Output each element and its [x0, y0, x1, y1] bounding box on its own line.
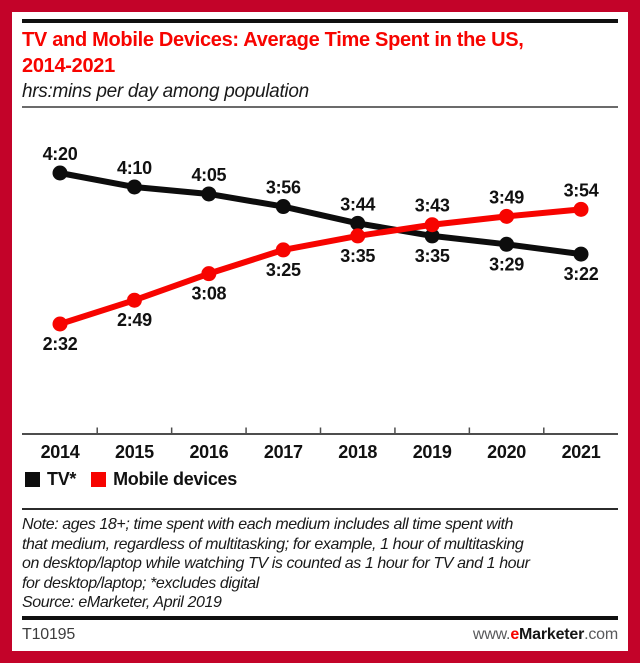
data-point-label: 3:49	[489, 187, 524, 207]
data-point-label: 3:35	[415, 246, 450, 266]
chart-legend: TV* Mobile devices	[25, 466, 618, 492]
data-point	[275, 242, 291, 258]
mobile-legend-swatch	[91, 471, 107, 487]
chart-title: TV and Mobile Devices: Average Time Spen…	[22, 27, 618, 79]
note-block: Note: ages 18+; time spent with each med…	[22, 515, 618, 613]
x-axis-label: 2021	[562, 442, 601, 462]
chart-id-code: T10195	[22, 625, 76, 643]
site-com: .com	[584, 625, 618, 643]
data-point	[499, 236, 515, 252]
series-line	[57, 206, 585, 327]
tv-legend-label: TV*	[47, 468, 77, 489]
data-point-label: 2:32	[43, 334, 78, 354]
x-axis-label: 2019	[413, 442, 452, 462]
note-line: that medium, regardless of multitasking;…	[22, 535, 524, 553]
legend-entry-mobile: Mobile devices	[91, 469, 237, 490]
chart-title-line1: TV and Mobile Devices: Average Time Spen…	[22, 29, 524, 51]
data-point	[424, 228, 440, 244]
data-point	[126, 179, 142, 195]
footer-rule	[22, 615, 618, 620]
note-line: for desktop/laptop; *excludes digital	[22, 574, 259, 592]
x-axis-label: 2018	[338, 442, 377, 462]
chart-title-line2: 2014-2021	[22, 55, 115, 77]
data-point-label: 4:05	[191, 165, 226, 185]
note-line: on desktop/laptop while watching TV is c…	[22, 555, 530, 572]
x-axis-label: 2017	[264, 442, 303, 462]
site-www: www.	[472, 625, 511, 643]
data-point	[350, 215, 366, 231]
data-point-label: 3:25	[266, 260, 301, 280]
series-line	[57, 170, 585, 258]
data-point	[52, 316, 68, 332]
note-divider	[22, 508, 618, 510]
x-axis-label: 2020	[487, 442, 526, 462]
site-marketer: Marketer	[519, 625, 585, 643]
data-point	[573, 201, 589, 217]
data-point-label: 3:56	[266, 178, 301, 198]
chart-area: 2014 2015 2016 2017 2018 2019 2020 2021 4:20 4:10…	[22, 108, 618, 464]
source-line: Source: eMarketer, April 2019	[22, 594, 222, 611]
mobile-legend-label: Mobile devices	[113, 468, 237, 489]
x-axis-label: 2014	[41, 442, 80, 462]
data-point-label: 3:44	[340, 194, 375, 214]
data-point-label: 3:08	[191, 284, 226, 304]
chart-svg: 2014 2015 2016 2017 2018 2019 2020 2021 4:20 4:10…	[22, 144, 618, 462]
data-point	[499, 208, 515, 224]
top-rule	[22, 19, 618, 23]
data-point	[424, 217, 440, 233]
header-divider	[22, 106, 618, 108]
data-point-label: 3:35	[340, 246, 375, 266]
footer: T10195 www.eMarketer.com	[22, 626, 618, 644]
data-point-label: 2:49	[117, 310, 152, 330]
data-point-label: 4:10	[117, 158, 152, 178]
data-point	[201, 266, 217, 282]
note-line: Note: ages 18+; time spent with each med…	[22, 516, 514, 533]
data-point-label: 4:20	[43, 144, 78, 164]
data-point	[573, 246, 589, 262]
data-point-label: 3:29	[489, 254, 524, 274]
data-point	[350, 228, 366, 244]
legend-entry-tv: TV*	[25, 469, 76, 490]
data-point-label: 3:22	[564, 264, 599, 284]
data-point-label: 3:54	[564, 180, 599, 200]
data-point	[201, 186, 217, 202]
data-point-label: 3:43	[415, 196, 450, 216]
data-point	[52, 165, 68, 181]
data-point	[126, 292, 142, 308]
chart-subtitle: hrs:mins per day among population	[22, 81, 309, 102]
x-axis-label: 2016	[189, 442, 228, 462]
data-point	[275, 199, 291, 215]
emarketer-site-link[interactable]: www.eMarketer.com	[473, 626, 618, 644]
tv-legend-swatch	[25, 471, 40, 487]
card-content: TV and Mobile Devices: Average Time Spen…	[12, 19, 628, 644]
x-axis-label: 2015	[115, 442, 154, 462]
site-e: e	[510, 625, 520, 643]
